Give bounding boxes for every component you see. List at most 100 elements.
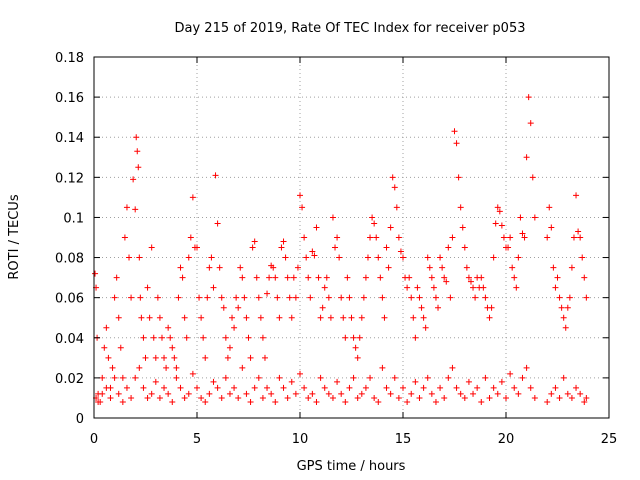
data-point	[568, 264, 575, 271]
data-point	[235, 394, 242, 401]
data-point	[323, 274, 330, 281]
data-point	[144, 284, 151, 291]
data-point	[575, 228, 582, 235]
data-point	[513, 284, 520, 291]
data-point	[441, 394, 448, 401]
data-point	[435, 304, 442, 311]
data-point	[381, 314, 388, 321]
data-point	[259, 334, 266, 341]
data-point	[222, 334, 229, 341]
data-point	[169, 344, 176, 351]
data-point	[243, 314, 250, 321]
data-point	[128, 294, 135, 301]
data-point	[261, 354, 268, 361]
data-point	[274, 294, 281, 301]
data-point	[544, 398, 551, 405]
data-point	[350, 374, 357, 381]
data-point	[317, 374, 324, 381]
data-point	[297, 192, 303, 199]
data-point	[239, 274, 246, 281]
data-point	[138, 314, 145, 321]
data-point	[313, 224, 320, 231]
data-point	[146, 314, 153, 321]
data-point	[321, 284, 328, 291]
data-point	[573, 192, 580, 199]
data-point	[294, 264, 301, 271]
data-point	[144, 394, 151, 401]
data-point	[346, 294, 353, 301]
data-point	[577, 234, 584, 241]
data-point	[202, 354, 209, 361]
plot-frame	[93, 56, 610, 419]
data-point	[521, 234, 528, 241]
data-point	[111, 294, 118, 301]
data-point	[564, 390, 571, 397]
data-point	[317, 314, 324, 321]
data-point	[183, 334, 190, 341]
data-point	[519, 374, 526, 381]
data-point	[453, 384, 460, 391]
data-point	[325, 390, 332, 397]
data-point	[354, 354, 361, 361]
data-point	[239, 364, 246, 371]
data-point	[564, 304, 571, 311]
data-point	[515, 254, 522, 261]
data-point	[136, 254, 143, 261]
data-point	[583, 394, 590, 401]
y-tick-label: 0.1	[63, 211, 84, 226]
data-point	[552, 384, 559, 391]
data-point	[288, 314, 295, 321]
data-point	[449, 364, 456, 371]
data-point	[371, 394, 378, 401]
data-point	[154, 294, 161, 301]
data-point	[272, 274, 279, 281]
data-point	[134, 148, 141, 155]
data-point	[247, 354, 254, 361]
data-point	[152, 354, 159, 361]
data-point	[478, 398, 485, 405]
data-point	[338, 294, 345, 301]
data-point	[525, 94, 532, 101]
data-point	[581, 274, 588, 281]
data-point	[558, 304, 565, 311]
data-point	[395, 234, 402, 241]
data-point	[152, 378, 159, 385]
y-tick-label: 0.04	[55, 332, 84, 347]
data-point	[556, 294, 563, 301]
data-point	[529, 174, 536, 181]
data-point	[135, 164, 142, 171]
data-point	[163, 364, 170, 371]
data-point	[103, 384, 110, 391]
data-point	[311, 252, 318, 259]
data-point	[251, 384, 258, 391]
data-point	[231, 324, 238, 331]
data-point	[412, 378, 419, 385]
data-point	[350, 334, 357, 341]
data-point	[336, 254, 343, 261]
data-point	[136, 364, 143, 371]
data-point	[226, 344, 233, 351]
data-point	[158, 334, 165, 341]
data-point	[119, 398, 126, 405]
data-point	[500, 234, 507, 241]
data-point	[288, 378, 295, 385]
data-point	[140, 334, 147, 341]
data-point	[517, 214, 524, 221]
data-point	[196, 294, 203, 301]
data-point	[189, 194, 196, 201]
data-point	[404, 398, 411, 405]
data-point	[137, 294, 144, 301]
data-point	[255, 374, 262, 381]
data-point	[416, 394, 423, 401]
data-point	[99, 390, 106, 397]
y-tick-label: 0.02	[55, 372, 84, 387]
data-point	[470, 284, 477, 291]
data-point	[494, 204, 501, 211]
data-point	[422, 324, 429, 331]
data-point	[290, 274, 297, 281]
data-point	[218, 294, 225, 301]
data-point	[552, 284, 559, 291]
data-point	[237, 264, 244, 271]
data-point	[379, 294, 386, 301]
data-point	[379, 364, 386, 371]
